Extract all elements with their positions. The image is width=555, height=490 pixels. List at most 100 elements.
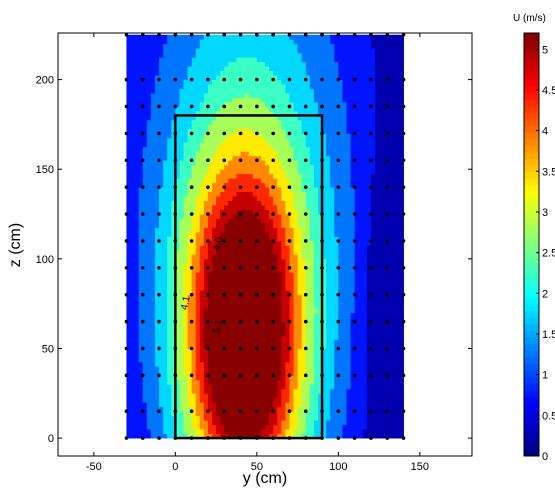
contour-cell	[199, 70, 205, 76]
contour-cell	[317, 66, 323, 72]
contour-cell	[269, 303, 274, 309]
contour-cell	[212, 173, 217, 179]
contour-cell	[313, 415, 319, 421]
contour-cell	[269, 361, 274, 367]
contour-cell	[252, 178, 258, 184]
contour-cell	[216, 397, 221, 403]
contour-cell	[248, 97, 254, 103]
contour-cell	[154, 285, 160, 291]
contour-cell	[216, 227, 221, 233]
contour-cell	[346, 415, 351, 421]
contour-cell	[183, 93, 188, 98]
contour-cell	[199, 133, 205, 139]
contour-cell	[154, 66, 160, 72]
contour-cell	[220, 285, 225, 291]
contour-cell	[138, 84, 144, 89]
contour-cell	[269, 406, 274, 412]
contour-cell	[167, 379, 172, 385]
contour-cell	[281, 191, 286, 197]
contour-cell	[228, 205, 233, 210]
contour-cell	[248, 66, 254, 72]
contour-cell	[342, 227, 347, 233]
contour-cell	[285, 115, 290, 121]
contour-cell	[330, 352, 335, 358]
contour-cell	[273, 245, 278, 251]
contour-cell	[265, 406, 270, 412]
contour-cell	[317, 84, 323, 89]
contour-cell	[342, 375, 347, 381]
contour-cell	[187, 182, 193, 188]
contour-cell	[207, 48, 213, 54]
contour-cell	[346, 384, 351, 390]
contour-cell	[248, 294, 254, 300]
contour-cell	[195, 227, 201, 233]
contour-cell	[301, 370, 307, 376]
contour-cell	[322, 397, 327, 403]
contour-cell	[313, 43, 319, 49]
contour-cell	[334, 115, 339, 121]
contour-cell	[126, 43, 131, 49]
contour-cell	[126, 420, 131, 426]
contour-cell	[334, 317, 339, 322]
contour-cell	[248, 106, 254, 112]
contour-cell	[163, 272, 168, 278]
contour-cell	[326, 357, 331, 363]
contour-cell	[142, 375, 148, 381]
contour-cell	[269, 370, 274, 376]
contour-cell	[248, 420, 254, 426]
contour-cell	[199, 205, 205, 210]
contour-cell	[138, 178, 144, 184]
contour-cell	[142, 312, 148, 318]
contour-cell	[175, 281, 180, 287]
contour-cell	[248, 214, 254, 219]
contour-cell	[338, 52, 343, 58]
contour-cell	[269, 155, 274, 161]
contour-cell	[244, 52, 250, 58]
contour-cell	[330, 137, 335, 143]
contour-cell	[150, 285, 156, 291]
contour-cell	[199, 388, 205, 394]
contour-cell	[338, 245, 343, 251]
contour-cell	[248, 240, 254, 246]
contour-cell	[285, 97, 290, 103]
contour-cell	[199, 84, 205, 89]
contour-cell	[305, 75, 311, 81]
contour-cell	[175, 57, 180, 63]
contour-cell	[334, 146, 339, 152]
contour-cell	[224, 155, 229, 161]
contour-cell	[224, 48, 229, 54]
contour-cell	[326, 420, 331, 426]
contour-cell	[240, 397, 246, 403]
contour-cell	[203, 191, 209, 197]
contour-cell	[159, 39, 164, 45]
contour-cell	[289, 420, 294, 426]
contour-cell	[175, 93, 180, 98]
contour-cell	[138, 214, 144, 219]
contour-cell	[126, 384, 131, 390]
contour-cell	[289, 415, 294, 421]
contour-cell	[248, 406, 254, 412]
contour-cell	[260, 420, 266, 426]
contour-cell	[293, 84, 298, 89]
contour-cell	[203, 214, 209, 219]
contour-cell	[346, 330, 351, 336]
contour-cell	[334, 303, 339, 309]
contour-cell	[277, 66, 282, 72]
contour-cell	[342, 290, 347, 296]
contour-cell	[297, 146, 303, 152]
contour-cell	[334, 79, 339, 85]
contour-cell	[273, 317, 278, 322]
contour-cell	[150, 115, 156, 121]
contour-cell	[260, 433, 266, 439]
contour-cell	[183, 43, 188, 49]
contour-cell	[273, 222, 278, 228]
contour-cell	[326, 79, 331, 85]
contour-cell	[167, 393, 172, 399]
contour-cell	[260, 142, 266, 148]
contour-cell	[236, 196, 241, 201]
contour-cell	[159, 335, 164, 340]
contour-cell	[301, 343, 307, 349]
contour-cell	[195, 361, 201, 367]
contour-cell	[199, 155, 205, 161]
contour-cell	[134, 209, 140, 215]
